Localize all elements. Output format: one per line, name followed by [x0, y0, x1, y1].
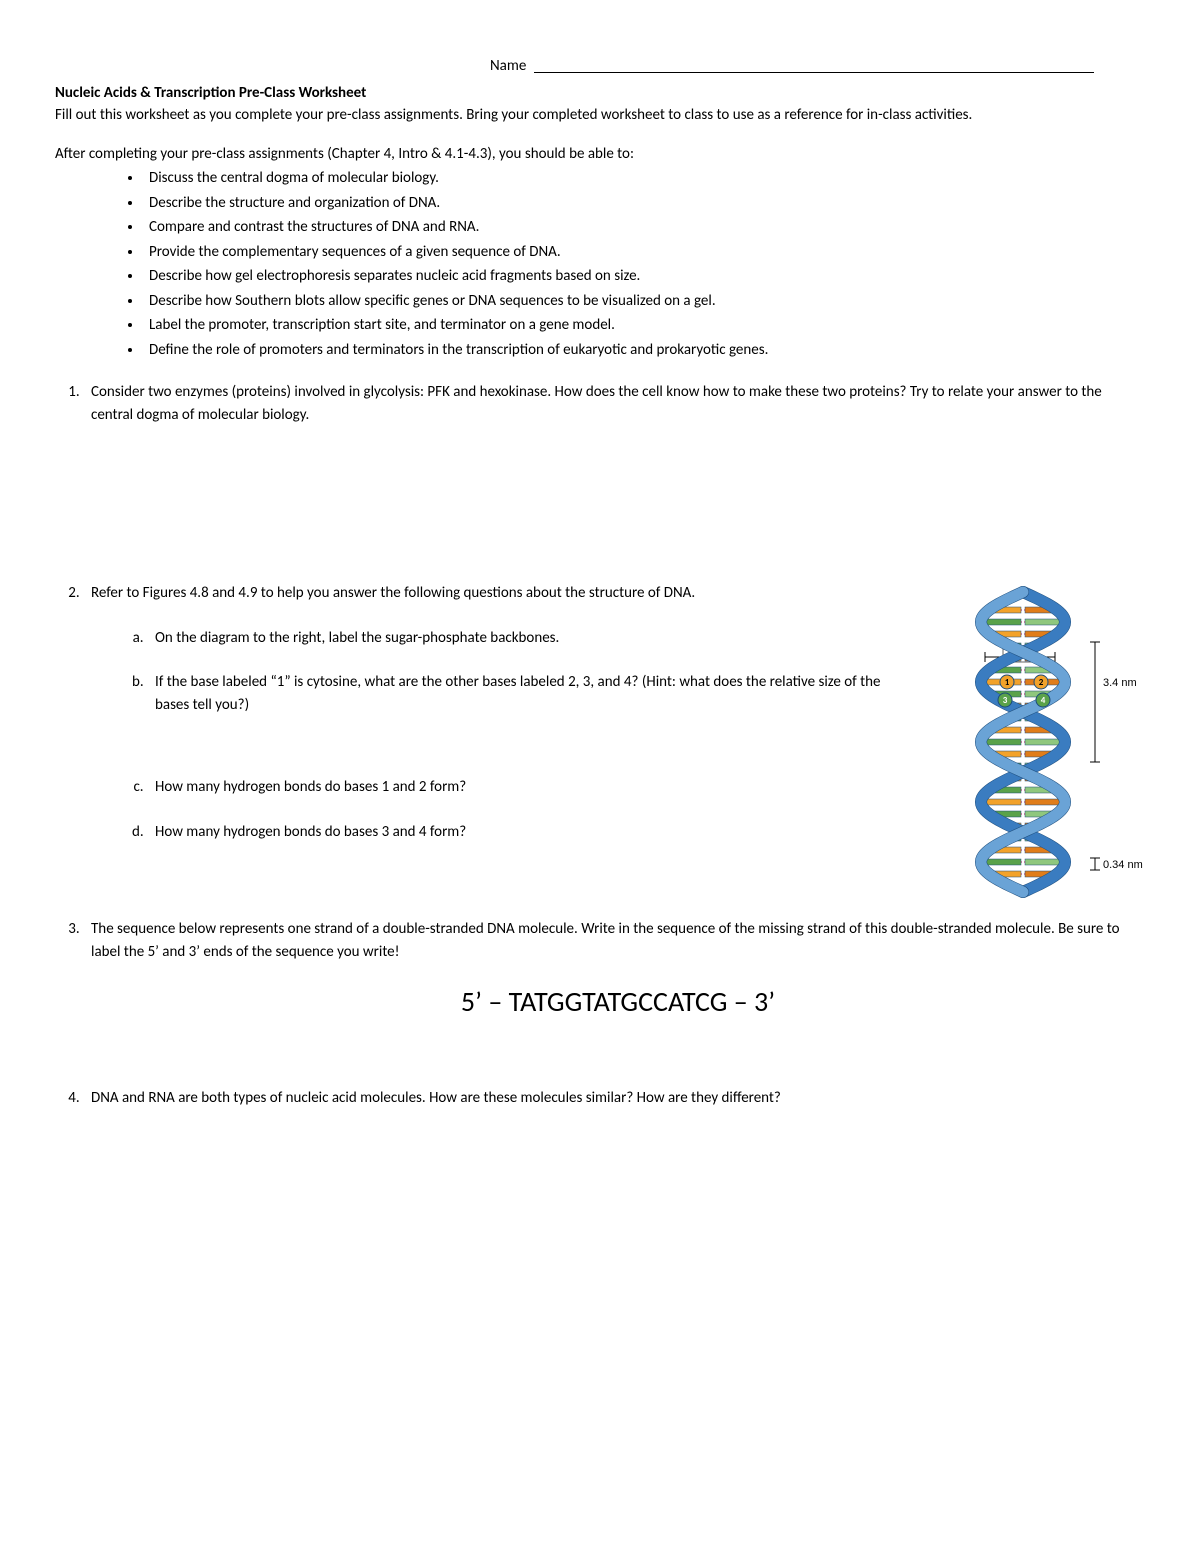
base-1: 1 [1005, 677, 1010, 688]
objective-item: Provide the complementary sequences of a… [143, 241, 1145, 264]
name-row: Name [55, 55, 1145, 78]
dna-sequence: 5’ – TATGGTATGCCATCG – 3’ [91, 981, 1145, 1023]
q4-text: DNA and RNA are both types of nucleic ac… [91, 1089, 781, 1107]
q2b: If the base labeled “1” is cytosine, wha… [147, 671, 915, 716]
objective-item: Describe how Southern blots allow specif… [143, 290, 1145, 313]
q2-stem: Refer to Figures 4.8 and 4.9 to help you… [91, 582, 915, 605]
objective-item: Discuss the central dogma of molecular b… [143, 167, 1145, 190]
q3-stem: The sequence below represents one strand… [91, 920, 1120, 961]
base-4: 4 [1041, 695, 1046, 706]
name-label: Name [490, 57, 526, 75]
dim-pitch: 3.4 nm [1103, 677, 1137, 689]
q2c: How many hydrogen bonds do bases 1 and 2… [147, 776, 915, 799]
objectives-list: Discuss the central dogma of molecular b… [55, 167, 1145, 361]
question-2: Refer to Figures 4.8 and 4.9 to help you… [83, 582, 1145, 902]
q1-text: Consider two enzymes (proteins) involved… [91, 383, 1102, 424]
dna-helix-icon: 1 nm 3.4 nm 0.34 nm [945, 582, 1145, 902]
questions-list: Consider two enzymes (proteins) involved… [55, 381, 1145, 1110]
objective-item: Define the role of promoters and termina… [143, 339, 1145, 362]
q2-sublist: On the diagram to the right, label the s… [91, 627, 915, 844]
q2d: How many hydrogen bonds do bases 3 and 4… [147, 821, 915, 844]
dim-rise: 0.34 nm [1103, 859, 1143, 871]
objective-item: Describe how gel electrophoresis separat… [143, 265, 1145, 288]
question-3: The sequence below represents one strand… [83, 918, 1145, 1071]
objective-item: Describe the structure and organization … [143, 192, 1145, 215]
question-4: DNA and RNA are both types of nucleic ac… [83, 1087, 1145, 1110]
dna-diagram: 1 nm 3.4 nm 0.34 nm [945, 582, 1145, 902]
objectives-lead: After completing your pre-class assignme… [55, 143, 1145, 166]
q2a: On the diagram to the right, label the s… [147, 627, 915, 650]
question-1: Consider two enzymes (proteins) involved… [83, 381, 1145, 566]
intro-text: Fill out this worksheet as you complete … [55, 104, 1145, 127]
base-2: 2 [1039, 677, 1044, 688]
worksheet-title: Nucleic Acids & Transcription Pre-Class … [55, 82, 1145, 105]
base-3: 3 [1003, 695, 1008, 706]
objective-item: Label the promoter, transcription start … [143, 314, 1145, 337]
objective-item: Compare and contrast the structures of D… [143, 216, 1145, 239]
name-blank-line[interactable] [534, 72, 1094, 73]
